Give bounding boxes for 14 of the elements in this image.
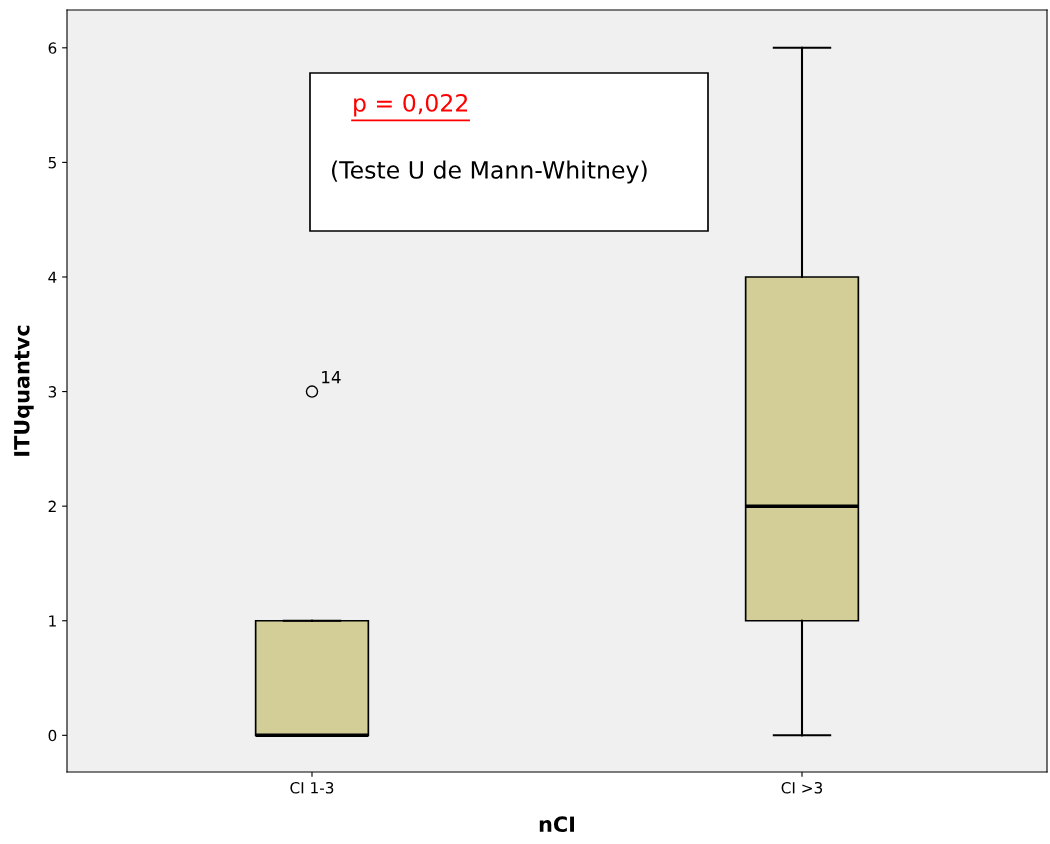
y-tick-label: 2 [48, 500, 56, 512]
y-tick-label: 6 [48, 42, 57, 54]
y-tick-label: 5 [48, 157, 56, 169]
x-tick-label: CI >3 [781, 781, 823, 794]
annotation: p = 0,022 [354, 93, 468, 117]
y-tick-label: 0 [48, 729, 57, 742]
y-tick-label: 3 [48, 386, 57, 398]
x-tick-label: CI 1-3 [290, 781, 334, 794]
annotation: (Teste U de Mann-Whitney) [332, 160, 647, 184]
annotation: 14 [322, 371, 341, 384]
x-axis-title: nCI [539, 816, 575, 833]
y-axis-title: ITUquantvc [14, 325, 34, 456]
y-tick-label: 1 [49, 615, 56, 627]
y-tick-label: 4 [48, 271, 57, 283]
